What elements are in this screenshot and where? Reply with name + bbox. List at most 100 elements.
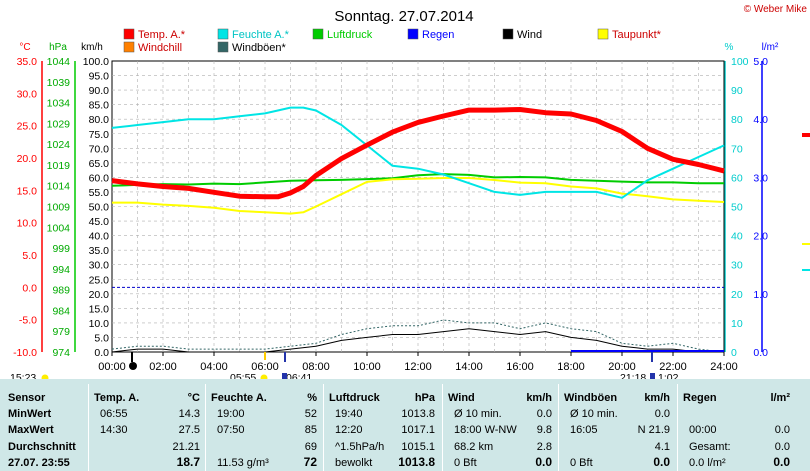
column-separator bbox=[323, 384, 324, 471]
temp-label: 06:55 bbox=[100, 408, 128, 420]
header-wind: Wind bbox=[448, 392, 475, 404]
moonset-icon bbox=[650, 373, 655, 379]
event-marker-label: 21:18 bbox=[620, 372, 646, 380]
regen-value: 0.0 bbox=[773, 455, 790, 469]
axis-tick-label: 1004 bbox=[47, 222, 71, 234]
luft-value: 1015.1 bbox=[401, 441, 435, 453]
axis-tick-label: 25.0 bbox=[89, 274, 110, 286]
regen-label: Gesamt: bbox=[689, 441, 731, 453]
x-tick-label: 08:00 bbox=[302, 361, 330, 373]
x-tick-label: 20:00 bbox=[608, 361, 636, 373]
legend-label: Windchill bbox=[138, 42, 182, 54]
legend-swatch bbox=[217, 28, 229, 40]
x-tick-label: 18:00 bbox=[557, 361, 585, 373]
row-label: Durchschnitt bbox=[8, 441, 76, 453]
wind-label: Ø 10 min. bbox=[454, 408, 502, 420]
axis-tick-label: 50.0 bbox=[89, 202, 110, 214]
series-taupunkt bbox=[112, 177, 725, 215]
temp-stub bbox=[802, 133, 810, 137]
column-separator bbox=[442, 384, 443, 471]
axis-tick-label: 30 bbox=[731, 260, 743, 272]
feuchte-value: 52 bbox=[304, 408, 317, 420]
sunrise-icon bbox=[260, 374, 268, 380]
luft-value: 1017.1 bbox=[401, 424, 435, 436]
axis-tick-label: 95.0 bbox=[89, 71, 110, 83]
feuchte-value: 85 bbox=[304, 424, 317, 436]
axis-tick-label: 10.0 bbox=[17, 218, 38, 230]
x-tick-label: 06:00 bbox=[251, 361, 279, 373]
axis-tick-label: -5.0 bbox=[19, 315, 37, 327]
axis-tick-label: 1.0 bbox=[753, 289, 768, 301]
header-temp-unit: °C bbox=[187, 392, 200, 404]
axis-tick-label: 40.0 bbox=[89, 231, 110, 243]
axis-tick-label: 100 bbox=[731, 56, 749, 68]
wind-value: 9.8 bbox=[536, 424, 552, 436]
column-separator bbox=[88, 384, 89, 471]
temp-value: 21.21 bbox=[172, 441, 200, 453]
chart-title: Sonntag. 27.07.2014 bbox=[334, 8, 473, 25]
axis-tick-label: 75.0 bbox=[89, 129, 110, 141]
x-tick-label: 12:00 bbox=[404, 361, 432, 373]
temp-value: 14.3 bbox=[178, 408, 200, 420]
axis-tick-label: 40 bbox=[731, 231, 743, 243]
event-marker-label: 1:02 bbox=[658, 372, 679, 380]
axis-tick-label: 70 bbox=[731, 143, 743, 155]
axis-tick-label: 80.0 bbox=[89, 114, 110, 126]
x-tick-label: 02:00 bbox=[149, 361, 177, 373]
legend-swatch bbox=[123, 41, 135, 53]
legend-swatch bbox=[312, 28, 324, 40]
statistics-table: Sensor Temp. A. °C Feuchte A.% Luftdruck hPa W… bbox=[0, 379, 810, 471]
header-luft: Luftdruck bbox=[329, 392, 380, 404]
axis-tick-label: 90 bbox=[731, 85, 743, 97]
temp-value: 27.5 bbox=[178, 424, 200, 436]
weather-chart: Sonntag. 27.07.2014 © Weber Mike Temp. A… bbox=[10, 4, 810, 380]
axis-tick-label: 25.0 bbox=[17, 121, 38, 133]
x-tick-label: 10:00 bbox=[353, 361, 381, 373]
sun-icon bbox=[41, 374, 49, 380]
axis-tick-label: 10.0 bbox=[89, 318, 110, 330]
legend-label: Taupunkt* bbox=[612, 29, 662, 41]
axis-tick-label: 1024 bbox=[47, 139, 71, 151]
axis-tick-label: 1009 bbox=[47, 202, 71, 214]
wind-value: 0.0 bbox=[536, 408, 552, 420]
axis-tick-label: 3.0 bbox=[753, 172, 768, 184]
boeen-value: 0.0 bbox=[653, 455, 670, 469]
column-separator bbox=[677, 384, 678, 471]
axis-tick-label: 989 bbox=[52, 285, 70, 297]
boeen-value: N 21.9 bbox=[637, 424, 670, 436]
axis-tick-label: 35.0 bbox=[17, 56, 38, 68]
axis-unit: km/h bbox=[81, 42, 103, 53]
legend-label: Windböen* bbox=[232, 42, 287, 54]
temp-label: 14:30 bbox=[100, 424, 128, 436]
feuchte-value: 72 bbox=[303, 455, 317, 469]
feuchte-value: 69 bbox=[304, 441, 317, 453]
axis-unit: hPa bbox=[49, 42, 67, 53]
axis-tick-label: 85.0 bbox=[89, 100, 110, 112]
legend: Temp. A.* Feuchte A.* Luftdruck Regen Wind Ta… bbox=[123, 28, 662, 54]
axis-tick-label: 1014 bbox=[47, 181, 71, 193]
header-boeen-unit: km/h bbox=[644, 392, 670, 404]
legend-label: Regen bbox=[422, 29, 454, 41]
axis-tick-label: 0.0 bbox=[22, 282, 37, 294]
series-windb-en bbox=[111, 319, 725, 353]
axis-tick-label: 1039 bbox=[47, 77, 71, 89]
humidity-stub bbox=[802, 269, 810, 271]
column-separator bbox=[558, 384, 559, 471]
legend-swatch bbox=[123, 28, 135, 40]
axis-tick-label: 994 bbox=[52, 264, 70, 276]
header-feuchte-unit: % bbox=[307, 392, 317, 404]
header-regen: Regen bbox=[683, 392, 717, 404]
event-marker-label: 15:23 bbox=[10, 372, 36, 380]
axis-tick-label: 45.0 bbox=[89, 216, 110, 228]
moonrise-icon bbox=[282, 373, 287, 379]
axis-tick-label: 20 bbox=[731, 289, 743, 301]
legend-swatch bbox=[217, 41, 229, 53]
axis-tick-label: 60 bbox=[731, 172, 743, 184]
feuchte-label: 19:00 bbox=[217, 408, 245, 420]
axis-tick-label: 15.0 bbox=[17, 185, 38, 197]
axis-tick-label: 5.0 bbox=[753, 56, 768, 68]
axis-tick-label: 35.0 bbox=[89, 245, 110, 257]
header-wind-unit: km/h bbox=[526, 392, 552, 404]
luft-value: 1013.8 bbox=[401, 408, 435, 420]
legend-label: Luftdruck bbox=[327, 29, 373, 41]
